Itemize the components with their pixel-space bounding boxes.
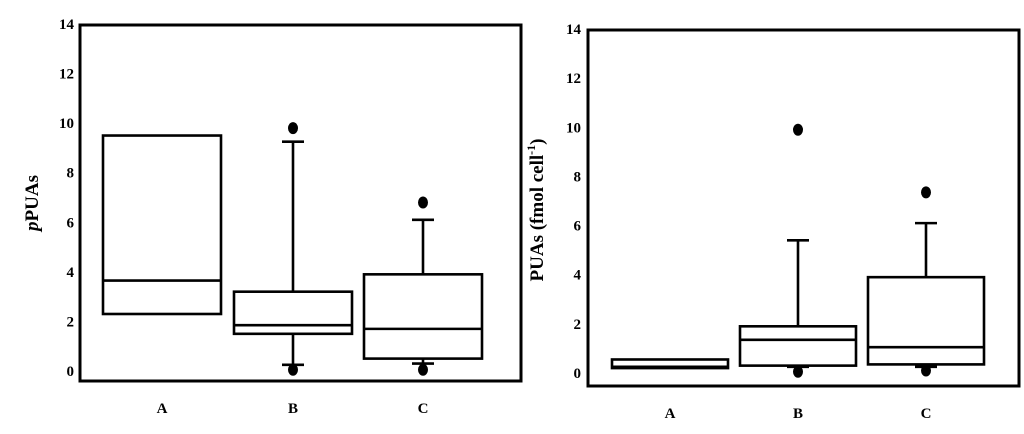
left-outlier-point	[418, 363, 428, 376]
left-x-category-label: B	[288, 401, 298, 417]
right-x-category-label: A	[665, 406, 676, 422]
left-outlier-point	[418, 196, 428, 209]
right-y-tick-label: 2	[574, 317, 582, 333]
right-x-category-label: B	[793, 406, 803, 422]
right-y-tick-label: 12	[566, 71, 581, 87]
left-y-axis-title-italic: p	[22, 221, 43, 233]
right-box-C	[866, 275, 986, 366]
left-box-C	[362, 273, 484, 360]
left-plot-frame	[78, 23, 523, 383]
left-x-category-label: C	[418, 401, 429, 417]
left-y-tick-label: 12	[59, 67, 74, 83]
left-y-tick-label: 2	[67, 314, 75, 330]
right-y-tick-label: 4	[574, 268, 582, 284]
right-y-tick-label: 6	[574, 219, 582, 235]
right-y-tick-label: 8	[574, 169, 582, 185]
left-chart: pPUAs 0 2 4 6 8 10 12 14 A B C	[22, 17, 523, 417]
right-outlier-point	[793, 123, 803, 136]
left-y-axis-title: pPUAs	[22, 175, 43, 233]
left-y-axis-title-main: PUAs	[22, 175, 43, 221]
right-chart: PUAs (fmol cell-1) 0 2 4 6 8 10 12 14 A B C	[524, 22, 1021, 422]
left-y-tick-label: 0	[67, 364, 75, 380]
left-y-tick-label: 8	[67, 166, 75, 182]
right-box-B	[738, 325, 858, 367]
left-box-A	[101, 134, 223, 316]
left-outlier-point	[288, 363, 298, 376]
right-outlier-point	[921, 364, 931, 377]
right-plot-frame	[586, 28, 1021, 388]
left-outlier-point	[288, 122, 298, 135]
right-y-axis-title-sup: -1	[524, 145, 538, 155]
left-box-B	[232, 290, 354, 336]
right-outlier-point	[921, 186, 931, 199]
right-y-axis-title-main: PUAs (fmol cell	[527, 155, 548, 282]
right-y-tick-label: 10	[566, 120, 581, 136]
right-y-axis-title-close: )	[527, 139, 548, 145]
right-y-tick-label: 14	[566, 22, 582, 38]
right-y-axis-title: PUAs (fmol cell-1)	[524, 139, 548, 282]
left-y-tick-label: 14	[59, 17, 75, 33]
left-y-tick-label: 6	[67, 215, 75, 231]
left-y-tick-label: 10	[59, 116, 74, 132]
right-outlier-point	[793, 365, 803, 378]
left-x-category-label: A	[157, 401, 168, 417]
left-y-tick-label: 4	[67, 265, 75, 281]
right-x-category-label: C	[921, 406, 932, 422]
right-y-tick-label: 0	[574, 366, 582, 382]
